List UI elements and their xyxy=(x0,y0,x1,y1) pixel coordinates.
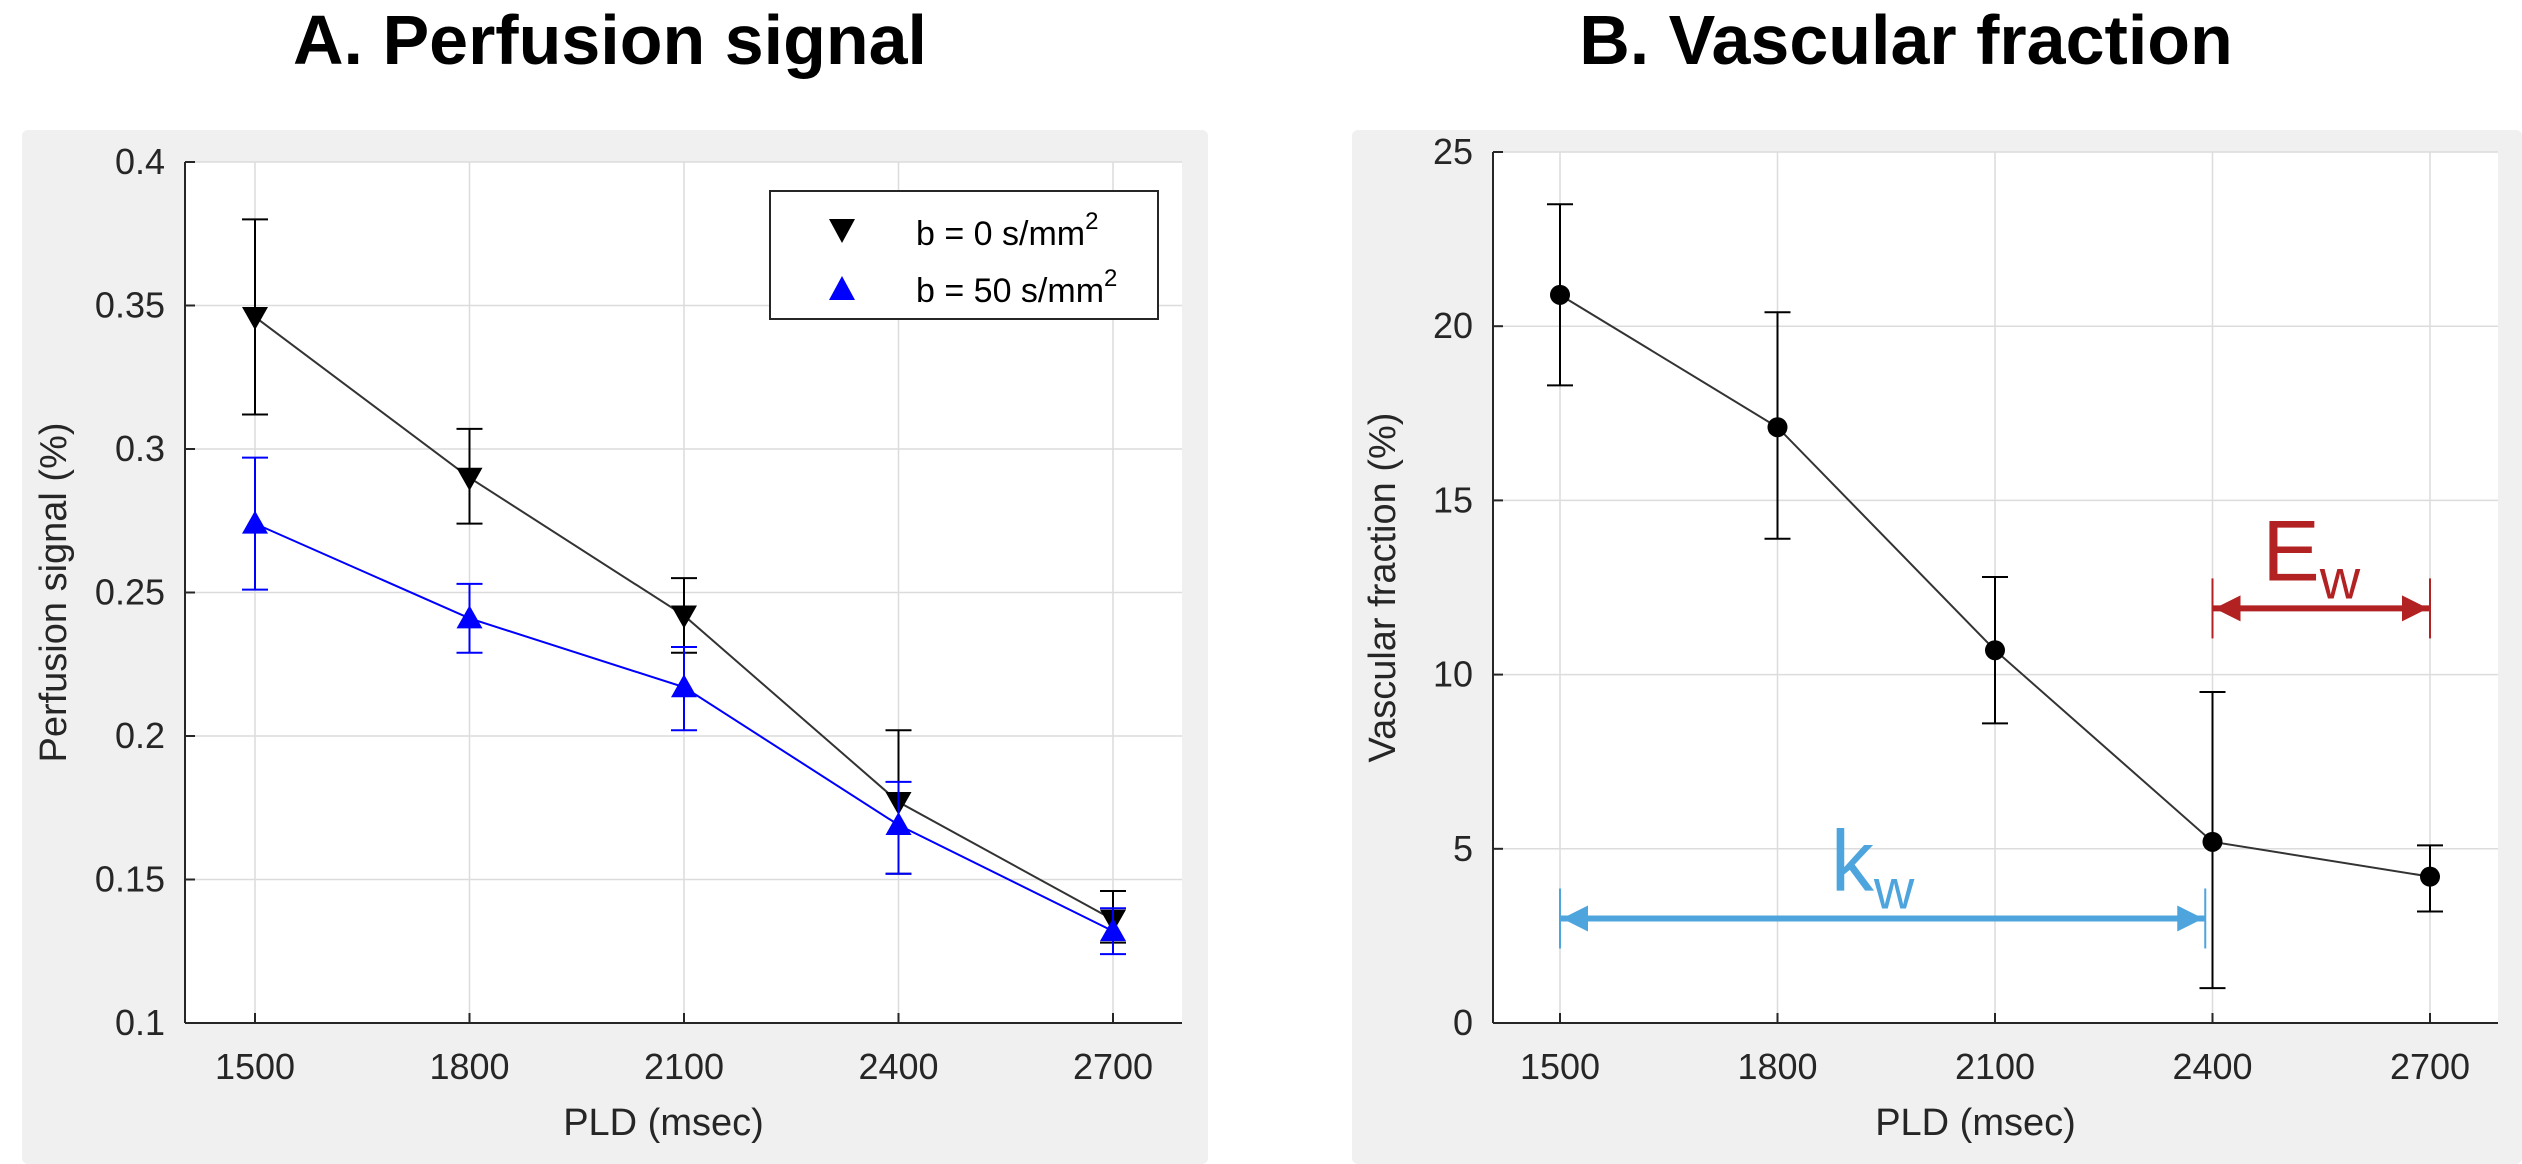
legend-label-text: b = 0 s/mm xyxy=(916,215,1085,253)
chart-a-series-1-point xyxy=(885,811,912,835)
chart-a-series-1 xyxy=(242,456,1126,956)
legend-label-superscript: 2 xyxy=(1085,208,1098,235)
legend-label-superscript: 2 xyxy=(1104,265,1117,292)
chart-a-y-tick-label: 0.3 xyxy=(115,428,165,469)
chart-b-x-axis-label: PLD (msec) xyxy=(1875,1102,2076,1144)
chart-a-x-axis-label: PLD (msec) xyxy=(563,1102,764,1144)
chart-a-series-0-point xyxy=(242,306,268,330)
chart-a-legend-label: b = 0 s/mm2 xyxy=(916,208,1098,253)
chart-b-series-0 xyxy=(1547,203,2443,990)
chart-b-x-tick-label: 2400 xyxy=(2172,1046,2252,1087)
annotation-ew-label-subscript: w xyxy=(2319,547,2361,610)
chart-b-x-tick-label: 1500 xyxy=(1520,1046,1600,1087)
chart-a-series-0-point xyxy=(671,605,697,629)
chart-a-series-1-point xyxy=(456,605,483,629)
chart-b-y-axis-label: Vascular fraction (%) xyxy=(1362,413,1404,763)
legend-label-text: b = 50 s/mm xyxy=(916,272,1104,310)
chart-b: 1500 1800 2100 2400 2700 0 5 10 15 20 25 PLD (msec)… xyxy=(1362,131,2498,1144)
chart-a-y-tick-label: 0.25 xyxy=(95,572,165,613)
annotation-kw-label: kw xyxy=(1831,813,1915,920)
chart-a-y-tick-label: 0.4 xyxy=(115,141,165,182)
chart-b-x-tick-label: 2700 xyxy=(2390,1046,2470,1087)
chart-a-x-tick-label: 2400 xyxy=(858,1046,938,1087)
annotation-kw-left-arrowhead xyxy=(1562,905,1588,932)
chart-b-x-tick-label: 1800 xyxy=(1737,1046,1817,1087)
annotation-kw-right-arrowhead xyxy=(2177,905,2204,932)
chart-b-y-tick-label: 0 xyxy=(1453,1002,1473,1043)
chart-b-y-tick-label: 10 xyxy=(1433,654,1473,695)
chart-a-x-tick-label: 1500 xyxy=(215,1046,295,1087)
chart-b-series-0-point xyxy=(2420,866,2440,887)
chart-a-series-1-point xyxy=(671,674,697,698)
annotation-ew-label: Ew xyxy=(2262,503,2360,610)
chart-b-y-tick-label: 5 xyxy=(1453,828,1473,869)
chart-a-legend-label: b = 50 s/mm2 xyxy=(916,265,1117,310)
chart-a-y-tick-label: 0.2 xyxy=(115,715,165,756)
chart-a-y-tick-label: 0.35 xyxy=(95,285,165,326)
chart-b-x-tick-label: 2100 xyxy=(1955,1046,2035,1087)
chart-a-x-tick-label: 1800 xyxy=(429,1046,509,1087)
chart-a-legend-marker xyxy=(829,276,855,300)
chart-a-series-1-point xyxy=(1100,918,1126,942)
chart-b-title: B. Vascular fraction xyxy=(1579,1,2233,79)
annotation-ew-right-arrowhead xyxy=(2402,595,2428,622)
annotation-kw-label-main: k xyxy=(1831,813,1875,909)
chart-a-series-0-point xyxy=(456,467,483,491)
chart-a-x-tick-label: 2100 xyxy=(644,1046,724,1087)
chart-b-series-0-point xyxy=(1767,417,1788,438)
chart-a-y-tick-label: 0.1 xyxy=(115,1002,165,1043)
chart-b-series-0-point xyxy=(1550,284,1570,305)
chart-a-series-1-point xyxy=(242,510,268,534)
annotation-ew-label-main: E xyxy=(2262,503,2319,599)
chart-b-series-0-point xyxy=(2202,831,2223,852)
chart-b-y-tick-label: 20 xyxy=(1433,305,1473,346)
chart-a: 1500 1800 2100 2400 2700 0.1 0.15 0.2 0.25 0.3 0.3… xyxy=(33,141,1182,1144)
chart-a-legend-marker xyxy=(829,219,855,243)
chart-a-y-tick-label: 0.15 xyxy=(95,859,165,900)
chart-a-x-tick-label: 2700 xyxy=(1073,1046,1153,1087)
annotation-ew-left-arrowhead xyxy=(2214,595,2241,622)
annotation-kw-label-subscript: w xyxy=(1873,857,1915,920)
chart-b-y-tick-label: 15 xyxy=(1433,479,1473,520)
chart-a-title: A. Perfusion signal xyxy=(293,1,927,79)
chart-a-y-axis-label: Perfusion signal (%) xyxy=(33,422,75,762)
chart-b-series-0-point xyxy=(1985,640,2005,661)
chart-b-y-tick-label: 25 xyxy=(1433,131,1473,172)
